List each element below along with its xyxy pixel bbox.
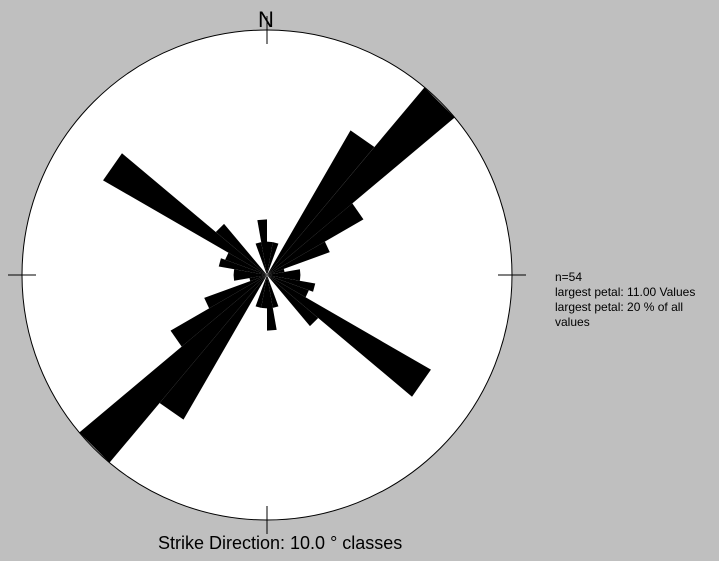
stats-line: n=54 <box>555 270 719 285</box>
caption: Strike Direction: 10.0 ° classes <box>158 533 402 554</box>
stats-line: largest petal: 11.00 Values <box>555 285 719 300</box>
stats-line: largest petal: 20 % of all values <box>555 300 719 330</box>
rose-diagram: N Strike Direction: 10.0 ° classes n=54 … <box>0 0 719 561</box>
north-label: N <box>258 7 274 33</box>
stats-block: n=54 largest petal: 11.00 Values largest… <box>555 270 719 330</box>
